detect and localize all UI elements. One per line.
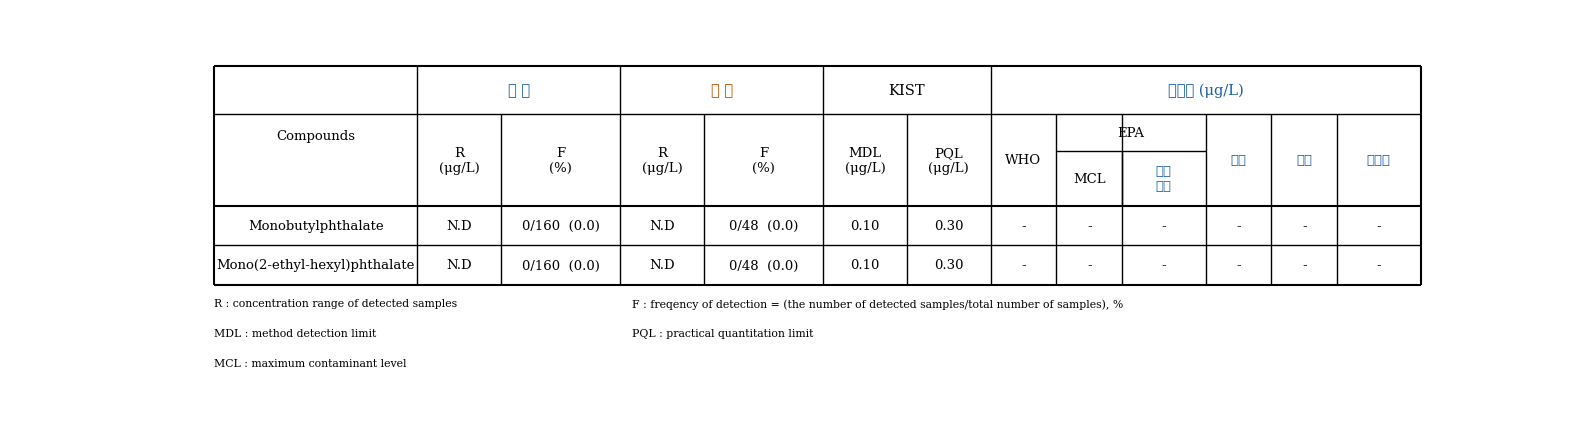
Text: 캐나다: 캐나다 (1367, 154, 1391, 167)
Text: WHO: WHO (1005, 154, 1042, 167)
Text: N.D: N.D (447, 259, 472, 272)
Text: -: - (1236, 220, 1241, 233)
Text: 0/160  (0.0): 0/160 (0.0) (522, 259, 600, 272)
Text: -: - (1161, 259, 1166, 272)
Text: MCL : maximum contaminant level: MCL : maximum contaminant level (214, 358, 407, 368)
Text: -: - (1376, 220, 1381, 233)
Text: R
(μg/L): R (μg/L) (439, 147, 480, 175)
Text: 0/48  (0.0): 0/48 (0.0) (729, 259, 799, 272)
Text: -: - (1161, 220, 1166, 233)
Text: -: - (1021, 220, 1026, 233)
Text: 원 수: 원 수 (711, 83, 734, 98)
Text: N.D: N.D (649, 259, 675, 272)
Text: 호주: 호주 (1297, 154, 1313, 167)
Text: F
(%): F (%) (549, 147, 573, 175)
Text: MDL
(μg/L): MDL (μg/L) (845, 147, 885, 175)
Text: Monobutylphthalate: Monobutylphthalate (247, 220, 383, 233)
Text: Mono(2-ethyl-hexyl)phthalate: Mono(2-ethyl-hexyl)phthalate (217, 259, 415, 272)
Text: R : concentration range of detected samples: R : concentration range of detected samp… (214, 298, 458, 308)
Text: 0.30: 0.30 (935, 220, 963, 233)
Text: F : freqency of detection = (the number of detected samples/total number of samp: F : freqency of detection = (the number … (632, 298, 1123, 309)
Text: -: - (1021, 259, 1026, 272)
Text: Compounds: Compounds (276, 130, 356, 143)
Text: 0.10: 0.10 (850, 220, 880, 233)
Text: F
(%): F (%) (753, 147, 775, 175)
Text: -: - (1302, 220, 1306, 233)
Text: 0.30: 0.30 (935, 259, 963, 272)
Text: KIST: KIST (888, 83, 925, 98)
Text: -: - (1302, 259, 1306, 272)
Text: PQL : practical quantitation limit: PQL : practical quantitation limit (632, 328, 813, 338)
Text: 0/160  (0.0): 0/160 (0.0) (522, 220, 600, 233)
Text: MDL : method detection limit: MDL : method detection limit (214, 328, 376, 338)
Text: -: - (1376, 259, 1381, 272)
Text: N.D: N.D (649, 220, 675, 233)
Text: N.D: N.D (447, 220, 472, 233)
Text: 0/48  (0.0): 0/48 (0.0) (729, 220, 799, 233)
Text: 발암
그룹: 발암 그룹 (1156, 165, 1172, 193)
Text: MCL: MCL (1073, 172, 1105, 185)
Text: EPA: EPA (1118, 126, 1145, 139)
Text: 기준값 (μg/L): 기준값 (μg/L) (1168, 83, 1244, 98)
Text: PQL
(μg/L): PQL (μg/L) (928, 147, 970, 175)
Text: -: - (1236, 259, 1241, 272)
Text: 0.10: 0.10 (850, 259, 880, 272)
Text: R
(μg/L): R (μg/L) (641, 147, 683, 175)
Text: 일본: 일본 (1230, 154, 1247, 167)
Text: -: - (1086, 220, 1091, 233)
Text: -: - (1086, 259, 1091, 272)
Text: 정 수: 정 수 (507, 83, 530, 98)
